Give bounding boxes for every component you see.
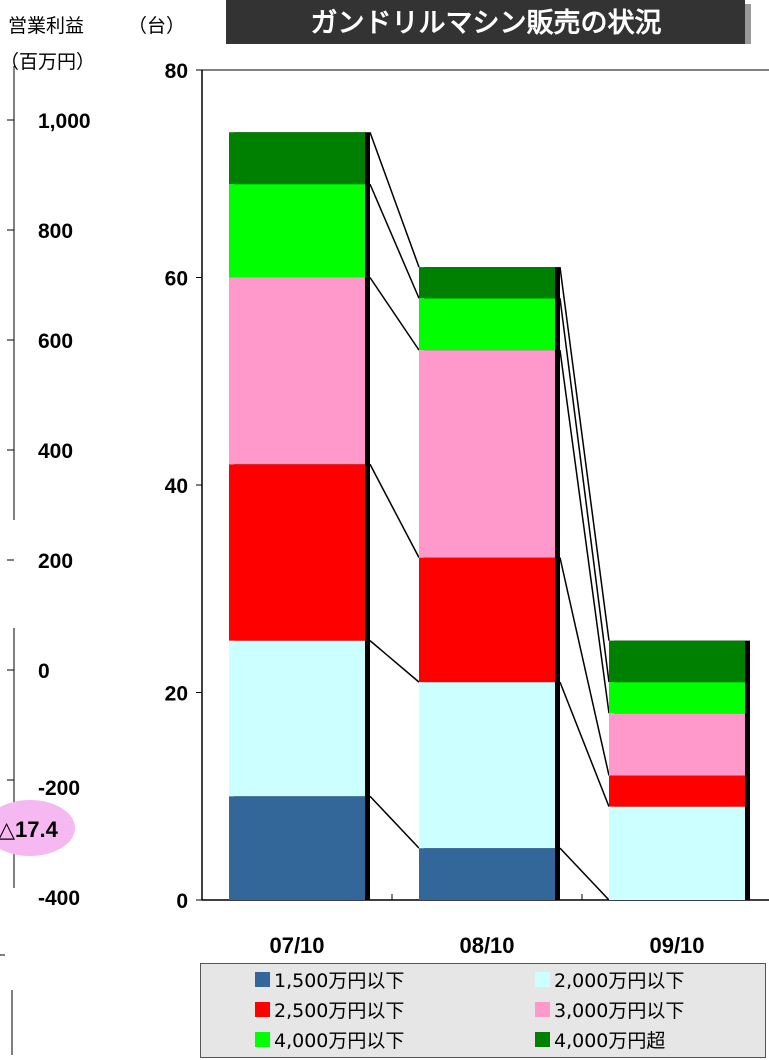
legend-item: 2,000万円以下 xyxy=(535,966,684,992)
legend-swatch xyxy=(255,1001,270,1017)
bar-segment xyxy=(229,796,365,900)
bar-segment xyxy=(609,682,745,714)
title-banner xyxy=(226,0,745,44)
left-tick-label: 400 xyxy=(38,440,73,463)
legend-swatch xyxy=(535,1001,550,1017)
connector-line xyxy=(559,847,610,901)
bar-segment xyxy=(419,298,555,351)
bar-segment xyxy=(229,464,365,641)
right-axis-unit: （台） xyxy=(128,15,185,37)
left-tick-label: 0 xyxy=(38,660,50,683)
left-tick-label: 600 xyxy=(38,330,73,353)
connector-line xyxy=(559,350,610,714)
x-tick-label: 07/10 xyxy=(269,933,324,958)
bar-segment xyxy=(609,806,745,900)
title-banner-shadow xyxy=(745,4,751,44)
left-tick-label: 800 xyxy=(38,220,73,243)
x-tick-label: 09/10 xyxy=(649,933,704,958)
y-tick-label: 0 xyxy=(176,890,188,913)
connector-line xyxy=(559,298,610,683)
bar-segment xyxy=(419,267,555,299)
left-axis-title: 営業利益 xyxy=(8,15,84,37)
legend-label: 4,000万円以下 xyxy=(274,1029,405,1052)
bar-segment xyxy=(419,848,555,900)
bar-segment xyxy=(609,775,745,807)
connector-line xyxy=(369,277,420,351)
connector-line xyxy=(559,557,610,776)
y-tick-label: 80 xyxy=(165,60,188,83)
legend-label: 2,500万円以下 xyxy=(274,999,405,1022)
y-tick-label: 60 xyxy=(165,268,188,291)
connector-line xyxy=(369,131,420,268)
x-tick-label: 08/10 xyxy=(459,933,514,958)
legend-item: 3,000万円以下 xyxy=(535,996,684,1022)
legend-item: 4,000万円以下 xyxy=(255,1026,404,1052)
legend-label: 4,000万円超 xyxy=(554,1029,666,1052)
legend-item: 2,500万円以下 xyxy=(255,996,404,1022)
chart-title: ガンドリルマシン販売の状況 xyxy=(311,8,662,39)
annotation-text: △17.4 xyxy=(0,817,59,842)
bar-segment xyxy=(229,132,365,185)
left-axis-unit: （百万円） xyxy=(0,51,95,73)
connector-line xyxy=(369,463,420,558)
connector-line xyxy=(559,681,610,807)
legend-label: 3,000万円以下 xyxy=(554,999,685,1022)
legend-item: 1,500万円以下 xyxy=(255,966,404,992)
bar-segment xyxy=(229,184,365,278)
left-tick-label: -400 xyxy=(38,887,80,910)
y-tick-label: 20 xyxy=(165,683,188,706)
legend-label: 2,000万円以下 xyxy=(554,969,685,992)
bar-segment xyxy=(229,640,365,797)
legend-swatch xyxy=(535,1031,550,1047)
bar-segment xyxy=(229,277,365,465)
legend-label: 1,500万円以下 xyxy=(274,969,405,992)
y-tick-label: 40 xyxy=(165,475,188,498)
connector-line xyxy=(559,267,610,641)
left-tick-label: 1,000 xyxy=(38,110,91,133)
left-axis-tick-labels: 1,000 800 600 400 200 0 -200 -400 xyxy=(38,110,91,910)
bar-segment xyxy=(419,350,555,558)
bar-segment xyxy=(609,640,745,683)
connector-line xyxy=(369,640,420,683)
bar-segment xyxy=(419,557,555,683)
legend: 1,500万円以下 2,000万円以下 2,500万円以下 3,000万円以下 4,00… xyxy=(200,963,766,1058)
legend-swatch xyxy=(535,971,550,987)
left-tick-label: 200 xyxy=(38,550,73,573)
bar-segment xyxy=(609,713,745,776)
legend-swatch xyxy=(255,971,270,987)
annotation-bubble xyxy=(0,800,75,856)
connector-line xyxy=(369,795,420,849)
legend-swatch xyxy=(255,1031,270,1047)
legend-item: 4,000万円超 xyxy=(535,1026,665,1052)
bar-segment xyxy=(419,682,555,849)
left-tick-label: -200 xyxy=(38,777,80,800)
connector-line xyxy=(369,183,420,299)
